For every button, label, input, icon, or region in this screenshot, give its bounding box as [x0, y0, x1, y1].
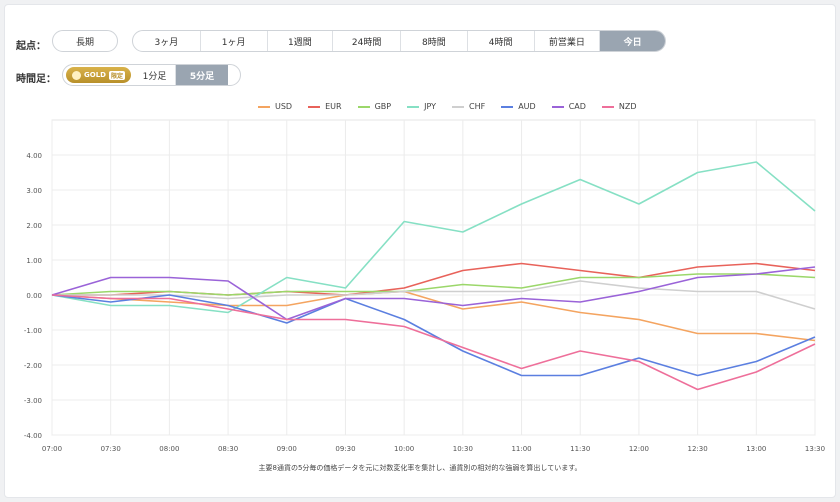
y-axis: 4.00 3.00 2.00 1.00 0.00 -1.00 -2.00 -3.00 -4.00: [24, 152, 42, 440]
x-tick-label: 07:30: [101, 445, 121, 453]
y-tick-label: 3.00: [26, 187, 42, 195]
legend-item-gbp[interactable]: GBP: [357, 102, 392, 111]
series-line-aud: [51, 294, 816, 377]
x-tick-label: 12:00: [629, 445, 649, 453]
chart-footnote: 主要8通貨の5分毎の価格データを元に対数変化率を集計し、通貨別の相対的な強弱を算…: [258, 464, 582, 472]
range-tab-4[interactable]: 8時間: [401, 31, 468, 51]
series-line-chf: [52, 280, 816, 310]
range-tabs: 3ヶ月 1ヶ月 1週間 24時間 8時間 4時間 前営業日 今日: [132, 30, 666, 52]
legend-swatch: [357, 105, 370, 108]
origin-label: 起点：: [16, 41, 46, 52]
legend-label: CAD: [568, 102, 586, 111]
gold-badge-label: GOLD: [84, 71, 106, 79]
timeframe-tab-1[interactable]: 5分足: [175, 65, 228, 85]
x-tick-label: 10:00: [394, 445, 414, 453]
y-tick-label: -3.00: [24, 397, 42, 405]
y-tick-label: -4.00: [24, 432, 42, 440]
timeframe-label: 時間足：: [16, 74, 56, 85]
legend-label: GBP: [374, 102, 392, 111]
x-tick-label: 08:00: [159, 445, 179, 453]
x-tick-label: 09:00: [277, 445, 297, 453]
x-tick-label: 12:30: [688, 445, 708, 453]
y-tick-label: 1.00: [26, 257, 42, 265]
legend-label: AUD: [518, 102, 536, 111]
series-line-eur: [52, 262, 816, 296]
legend-item-jpy[interactable]: JPY: [407, 102, 436, 111]
timeframe-tabs: GOLD 限定 1分足 5分足: [62, 64, 241, 86]
legend-swatch: [407, 105, 420, 108]
range-tab-0[interactable]: 3ヶ月: [133, 31, 201, 51]
series-line-jpy: [51, 161, 816, 314]
legend-swatch: [601, 105, 614, 108]
legend-item-eur[interactable]: EUR: [308, 102, 342, 111]
gold-limited-tag: 限定: [108, 70, 125, 80]
x-tick-label: 13:00: [746, 445, 766, 453]
series-line-cad: [51, 266, 816, 321]
chart-series: [51, 161, 816, 391]
x-tick-label: 08:30: [218, 445, 238, 453]
x-tick-label: 11:30: [570, 445, 590, 453]
range-tab-3[interactable]: 24時間: [333, 31, 401, 51]
gold-coin-icon: [72, 70, 81, 80]
range-tab-5[interactable]: 4時間: [468, 31, 535, 51]
legend-label: CHF: [468, 102, 486, 111]
y-tick-label: -1.00: [24, 327, 42, 335]
legend-item-chf[interactable]: CHF: [451, 102, 486, 111]
gold-limited-badge: GOLD 限定: [66, 67, 131, 83]
range-tab-2[interactable]: 1週間: [268, 31, 334, 51]
legend-swatch: [551, 105, 564, 108]
legend-item-usd[interactable]: USD: [258, 102, 292, 111]
range-tab-1[interactable]: 1ヶ月: [201, 31, 268, 51]
series-line-gbp: [51, 273, 816, 296]
legend-item-nzd[interactable]: NZD: [601, 102, 637, 111]
chart-legend: USD EUR GBP JPY CHF AUD CAD NZD: [258, 102, 637, 111]
legend-label: USD: [275, 102, 293, 111]
legend-swatch: [258, 105, 270, 108]
legend-label: EUR: [325, 102, 342, 111]
legend-label: NZD: [618, 102, 637, 111]
y-tick-label: 4.00: [26, 152, 42, 160]
x-tick-label: 11:00: [511, 445, 531, 453]
range-tab-7[interactable]: 今日: [600, 31, 665, 51]
legend-label: JPY: [424, 102, 436, 111]
x-axis: 07:00 07:30 08:00 08:30 09:00 09:30 10:00 10:30…: [42, 445, 825, 453]
legend-swatch: [501, 105, 514, 108]
y-tick-label: -2.00: [24, 362, 42, 370]
series-line-nzd: [51, 294, 816, 391]
y-tick-label: 0.00: [26, 292, 42, 300]
long-term-button[interactable]: 長期: [52, 30, 118, 52]
range-tab-6[interactable]: 前営業日: [535, 31, 601, 51]
x-tick-label: 10:30: [453, 445, 473, 453]
x-tick-label: 07:00: [42, 445, 62, 453]
legend-swatch: [308, 105, 321, 108]
legend-item-aud[interactable]: AUD: [501, 102, 536, 111]
timeframe-tab-0[interactable]: 1分足: [134, 65, 176, 85]
legend-item-cad[interactable]: CAD: [551, 102, 586, 111]
x-tick-label: 13:30: [805, 445, 825, 453]
x-tick-label: 09:30: [335, 445, 355, 453]
y-tick-label: 2.00: [26, 222, 42, 230]
series-line-usd: [51, 290, 816, 342]
legend-swatch: [451, 105, 464, 108]
